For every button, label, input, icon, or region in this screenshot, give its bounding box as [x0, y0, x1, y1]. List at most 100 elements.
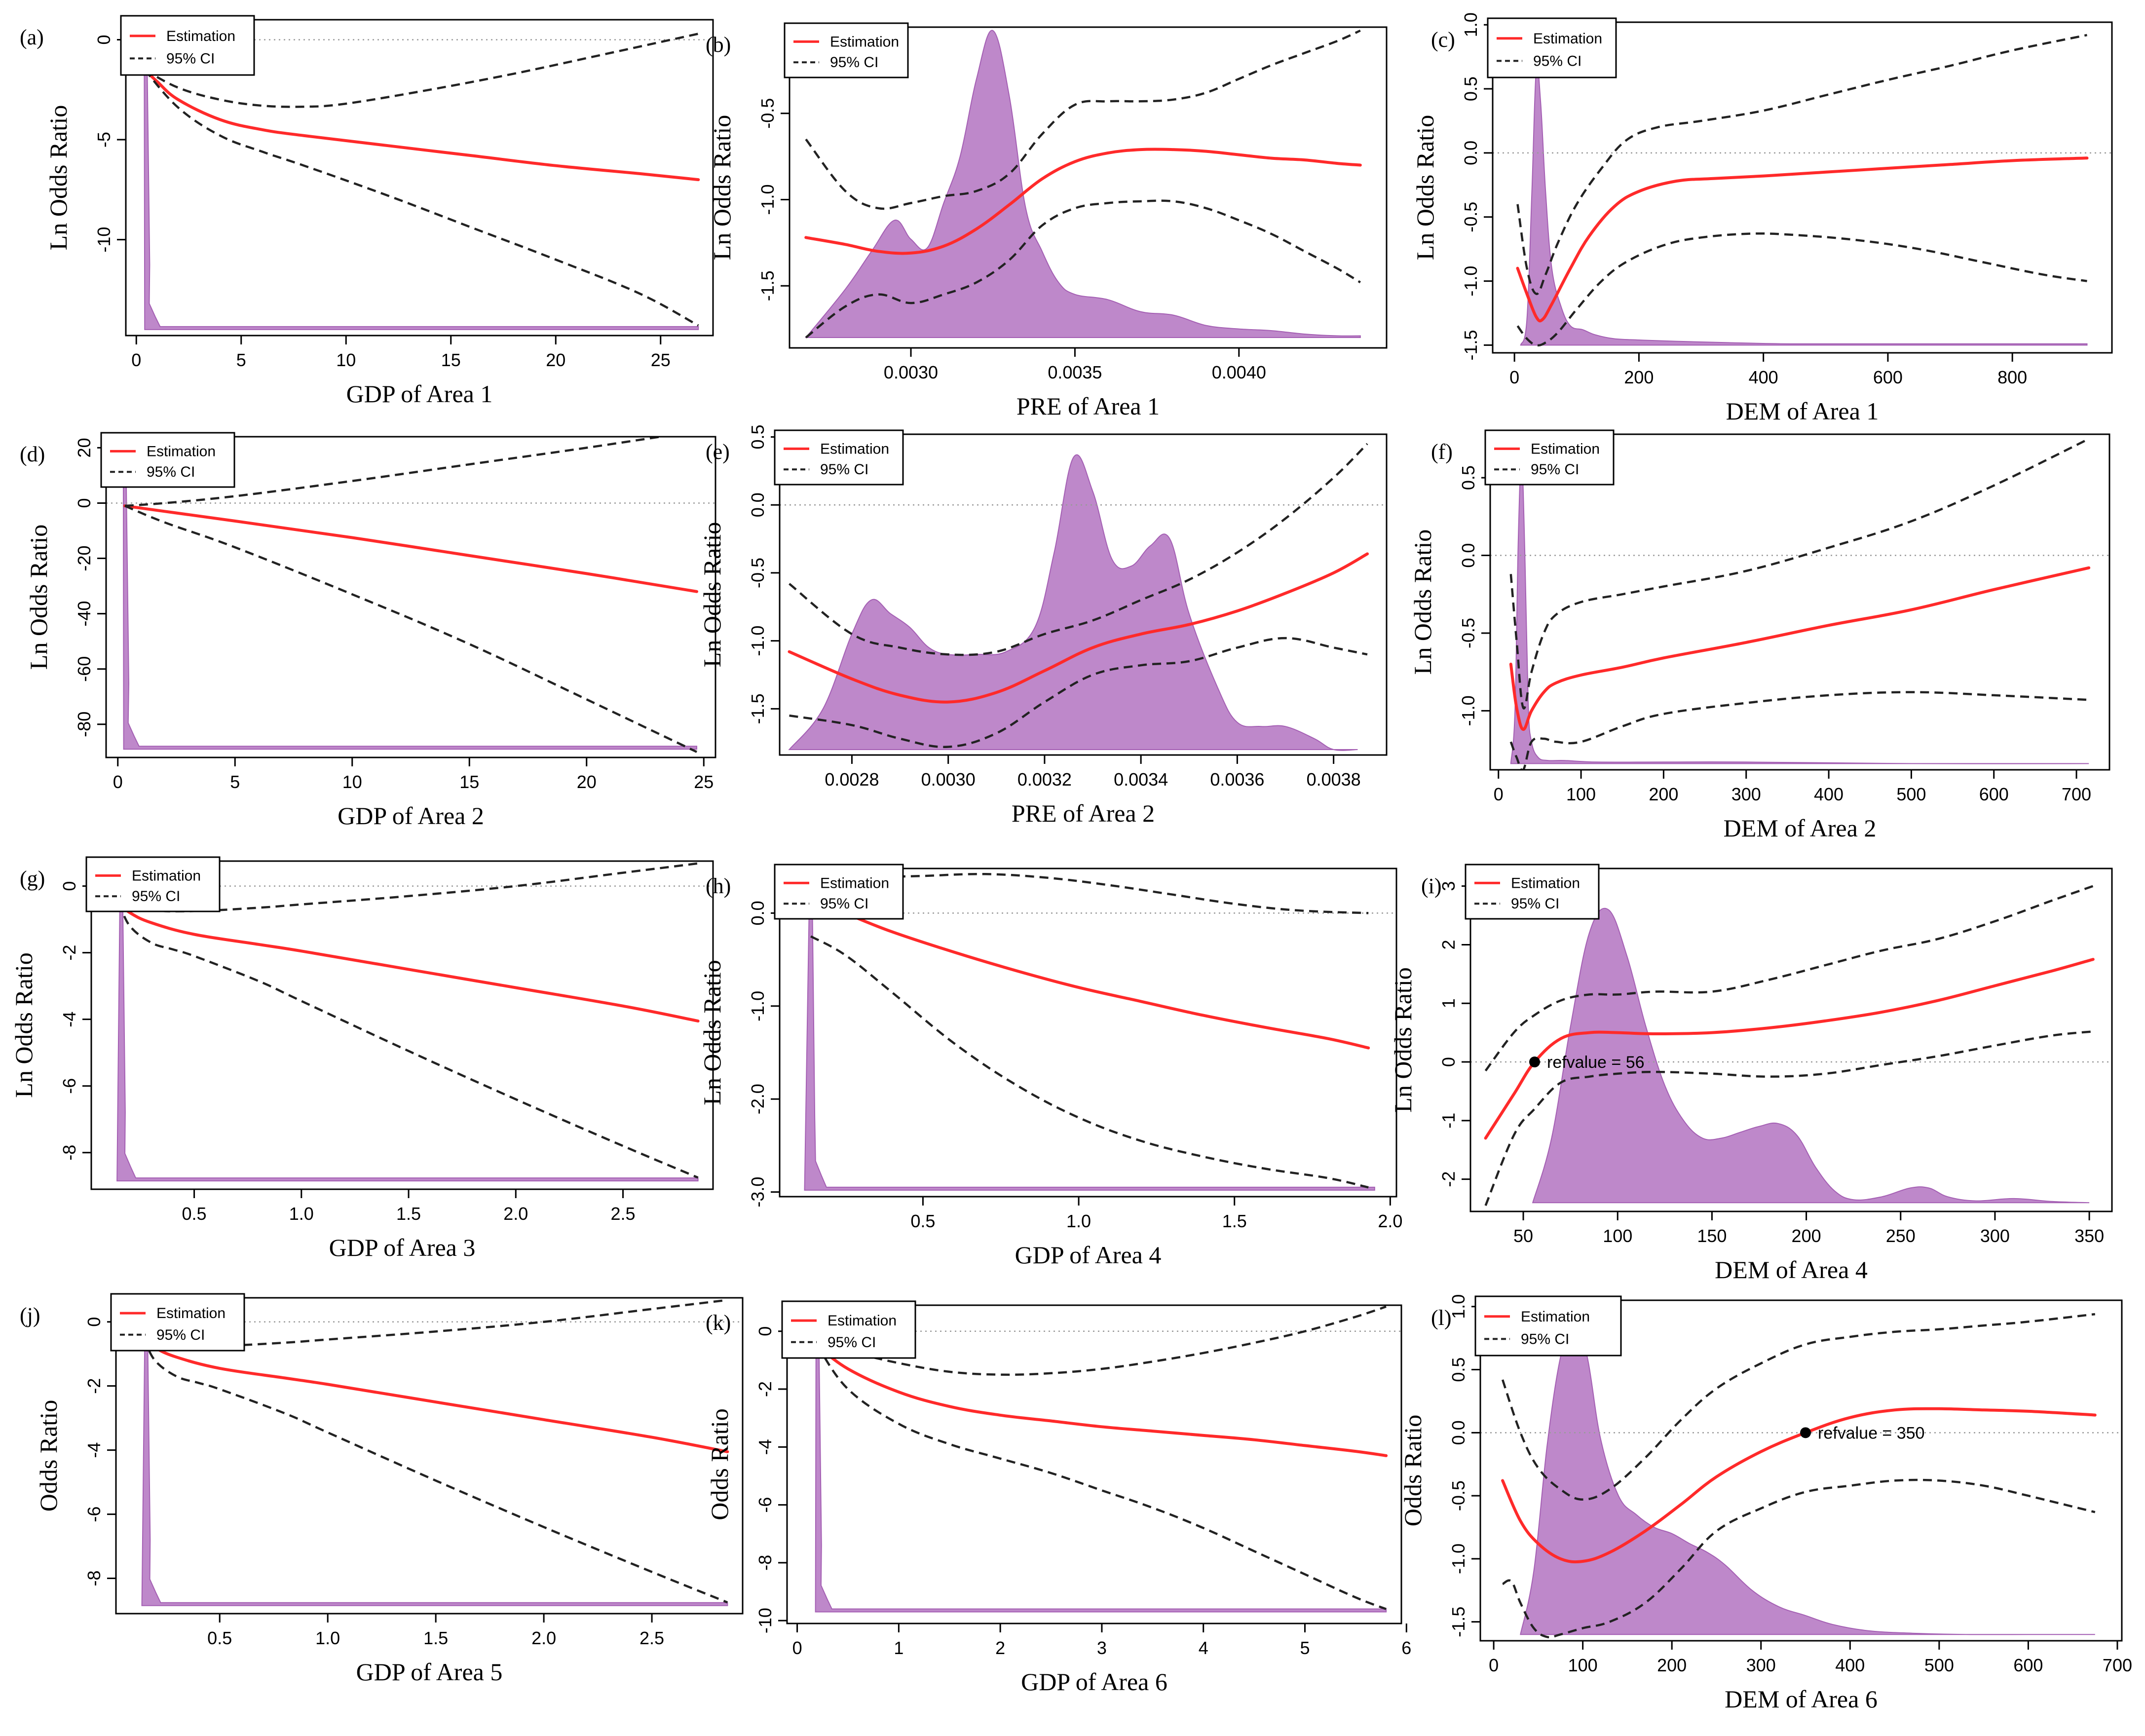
x-tick-label: 350 — [2074, 1226, 2104, 1246]
plot-area-b — [804, 29, 1362, 339]
density-area — [141, 1340, 728, 1606]
legend-ci-label: 95% CI — [166, 50, 215, 67]
legend-estimation-label: Estimation — [166, 28, 235, 44]
y-tick-label: -2 — [84, 1378, 104, 1394]
estimation-line — [123, 504, 698, 593]
x-tick-label: 700 — [2062, 784, 2091, 804]
panel-j: 0.5 1.0 1.5 2.0 2.5 0 -2 -4 -6 -8 GDP of Area 5 Odd… — [20, 1293, 744, 1686]
x-tick-label: 2.5 — [640, 1628, 664, 1648]
panel-label: (b) — [706, 33, 731, 57]
x-tick-label: 150 — [1697, 1226, 1727, 1246]
legend-ci-label: 95% CI — [1511, 896, 1559, 912]
x-tick-label: 0.5 — [182, 1204, 207, 1224]
y-tick-label: 0 — [755, 1326, 775, 1336]
x-tick-label: 2.0 — [531, 1628, 556, 1648]
y-tick-label: -2 — [59, 945, 79, 961]
ci-upper-line — [1501, 1313, 2096, 1501]
estimation-line — [809, 898, 1370, 1050]
y-tick-label: -0.5 — [748, 558, 768, 588]
legend-ci-label: 95% CI — [820, 461, 868, 478]
y-tick-label: -1.5 — [757, 270, 778, 301]
plot-frame — [779, 868, 1397, 1198]
y-tick-label: -0.5 — [1461, 202, 1481, 232]
density-area — [1510, 458, 2089, 764]
plot-frame — [786, 1304, 1402, 1624]
y-tick-label: 20 — [74, 438, 94, 457]
y-tick-label: -4 — [84, 1442, 104, 1458]
plot-area-c — [1493, 34, 2112, 347]
y-tick-label: -6 — [59, 1078, 79, 1094]
estimation-line — [1484, 958, 2095, 1140]
y-tick-label: -6 — [84, 1507, 104, 1522]
y-axis-label: Ln Odds Ratio — [44, 105, 72, 250]
reference-point — [1800, 1427, 1811, 1438]
x-tick-label: 15 — [459, 772, 479, 792]
estimation-line — [117, 901, 700, 1023]
x-tick-label: 0 — [1509, 367, 1519, 387]
y-tick-label: 1 — [1438, 998, 1459, 1008]
x-tick-label: 0 — [1489, 1655, 1499, 1675]
y-tick-label: 0 — [84, 1317, 104, 1327]
plot-frame — [1469, 868, 2113, 1212]
reference-label: refvalue = 350 — [1818, 1424, 1924, 1442]
estimation-line — [142, 1336, 729, 1453]
legend-estimation-label: Estimation — [1533, 31, 1602, 47]
plot-area-l — [1480, 1313, 2122, 1639]
x-tick-label: 300 — [1746, 1655, 1776, 1675]
legend-estimation-label: Estimation — [820, 441, 889, 457]
estimation-line — [1516, 156, 2089, 323]
x-tick-label: 1.0 — [315, 1628, 340, 1648]
panel-label: (e) — [706, 440, 730, 464]
x-tick-label: 0.0028 — [825, 769, 879, 790]
plot-frame — [125, 19, 714, 337]
x-tick-label: 300 — [1731, 784, 1761, 804]
y-tick-label: 0.5 — [1458, 465, 1478, 490]
x-tick-label: 250 — [1886, 1226, 1916, 1246]
y-tick-label: 0 — [94, 35, 114, 44]
y-tick-label: 0.5 — [748, 424, 768, 449]
y-axis-label: Ln Odds Ratio — [10, 952, 38, 1097]
legend: Estimation 95% CI — [120, 15, 255, 76]
legend-ci-label: 95% CI — [1531, 461, 1579, 478]
legend-estimation-label: Estimation — [132, 868, 201, 884]
panel-label: (k) — [706, 1311, 731, 1335]
ci-lower-line — [789, 637, 1368, 748]
y-tick-label: 3 — [1438, 881, 1459, 891]
x-tick-label: 300 — [1980, 1226, 2010, 1246]
legend-ci-label: 95% CI — [1533, 53, 1581, 69]
y-tick-label: -1.0 — [757, 184, 778, 215]
panel-label: (l) — [1431, 1306, 1452, 1330]
ci-upper-line — [1484, 885, 2094, 1072]
legend-ci-label: 95% CI — [156, 1327, 205, 1343]
estimation-line — [816, 1344, 1388, 1457]
x-tick-label: 0.0038 — [1307, 769, 1361, 790]
y-tick-label: -1.5 — [1461, 330, 1481, 360]
x-tick-label: 200 — [1624, 367, 1654, 387]
panel-c: 0 200 400 600 800 1.0 0.5 0.0 -0.5 -1.0 -1.5 DEM of… — [1411, 12, 2113, 425]
legend-estimation-label: Estimation — [828, 1313, 897, 1329]
x-axis-label: PRE of Area 2 — [1012, 799, 1155, 827]
x-tick-label: 10 — [342, 772, 362, 792]
legend: Estimation 95% CI — [100, 432, 235, 488]
legend-ci-label: 95% CI — [830, 54, 878, 71]
y-axis-label: Odds Ratio — [35, 1400, 62, 1511]
ci-upper-line — [1516, 34, 2087, 295]
x-axis-label: GDP of Area 4 — [1015, 1241, 1162, 1269]
legend-estimation-label: Estimation — [1521, 1309, 1590, 1325]
legend: Estimation 95% CI — [110, 1293, 245, 1352]
x-axis-label: GDP of Area 1 — [346, 380, 493, 408]
y-tick-label: 0 — [74, 498, 94, 508]
x-tick-label: 0.0030 — [921, 769, 976, 790]
legend-estimation-label: Estimation — [1531, 441, 1600, 457]
density-area — [1520, 1319, 2095, 1635]
x-tick-label: 25 — [694, 772, 714, 792]
x-tick-label: 200 — [1657, 1655, 1687, 1675]
panel-a: 0 5 10 15 20 25 0 -5 -10 GDP of Area 1 Ln Odds Rat… — [20, 15, 714, 408]
y-tick-label: 0 — [59, 881, 79, 891]
ci-upper-line — [789, 443, 1368, 656]
x-tick-label: 1.5 — [396, 1204, 421, 1224]
ci-upper-line — [144, 33, 699, 108]
panel-label: (i) — [1421, 874, 1442, 898]
legend-estimation-label: Estimation — [156, 1305, 226, 1321]
